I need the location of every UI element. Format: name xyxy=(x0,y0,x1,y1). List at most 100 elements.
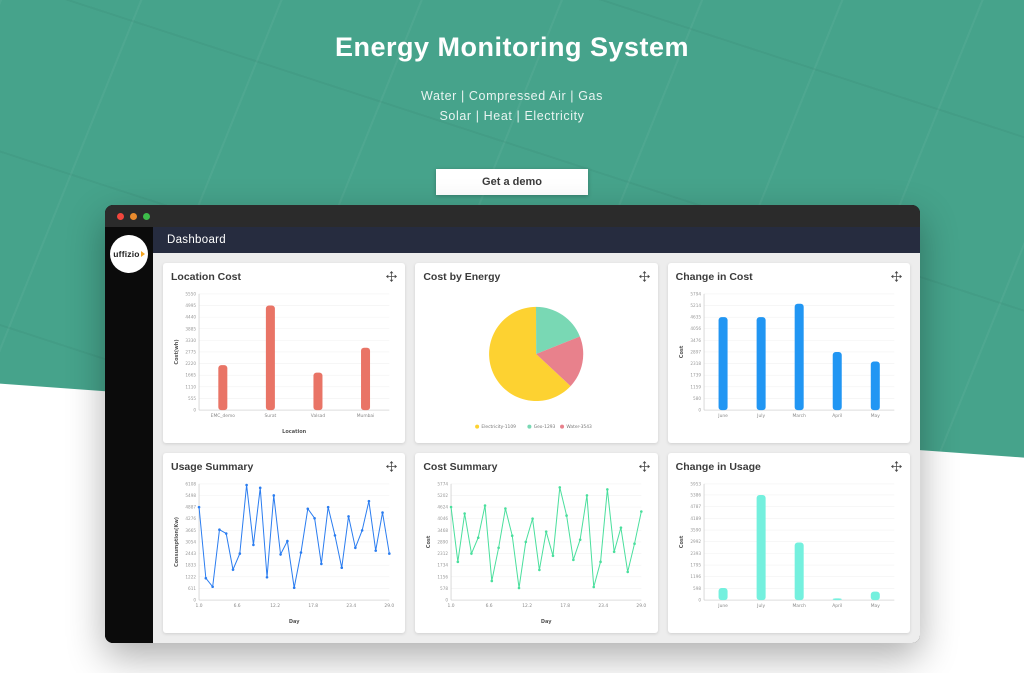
move-icon xyxy=(386,271,398,282)
svg-text:1833: 1833 xyxy=(185,563,196,568)
maximize-window-button[interactable] xyxy=(143,212,150,220)
drag-handle[interactable] xyxy=(638,271,650,282)
svg-text:1.0: 1.0 xyxy=(448,603,455,609)
svg-text:May: May xyxy=(870,603,879,609)
svg-text:4189: 4189 xyxy=(690,516,701,521)
hero-subtitle-line2: Solar | Heat | Electricity xyxy=(439,109,585,123)
svg-text:29.0: 29.0 xyxy=(637,603,647,609)
svg-text:555: 555 xyxy=(188,396,196,401)
svg-text:April: April xyxy=(832,413,842,419)
line-series xyxy=(450,487,643,589)
hero-subtitle-line1: Water | Compressed Air | Gas xyxy=(421,89,603,103)
svg-text:Water-3543: Water-3543 xyxy=(567,424,593,430)
svg-text:Cost: Cost xyxy=(426,535,432,548)
svg-text:17.8: 17.8 xyxy=(308,603,318,609)
chart-card: Cost by Energy Electricity-1109 Geo-1293 Wa… xyxy=(415,263,658,443)
chart-line: 0 578 1156 1734 2312 2890 3468 4046 4624 5202 5774… xyxy=(426,481,647,625)
svg-text:1.0: 1.0 xyxy=(196,603,203,609)
svg-text:5498: 5498 xyxy=(185,493,196,498)
move-icon xyxy=(638,271,650,282)
move-icon xyxy=(386,461,398,472)
bar xyxy=(361,347,371,411)
svg-text:2775: 2775 xyxy=(185,349,196,354)
svg-text:Mumbai: Mumbai xyxy=(357,413,375,419)
svg-text:5953: 5953 xyxy=(690,481,701,486)
svg-text:0: 0 xyxy=(446,598,449,603)
svg-text:3665: 3665 xyxy=(185,528,196,533)
drag-handle[interactable] xyxy=(386,461,398,472)
svg-text:EMC_demo: EMC_demo xyxy=(211,413,236,419)
svg-text:6.6: 6.6 xyxy=(486,603,493,609)
svg-text:Cost: Cost xyxy=(679,345,685,358)
svg-text:2443: 2443 xyxy=(185,551,196,556)
svg-text:4887: 4887 xyxy=(185,505,196,510)
drag-handle[interactable] xyxy=(638,461,650,472)
app-sidebar: uffizio xyxy=(105,227,153,643)
svg-text:2220: 2220 xyxy=(185,361,196,366)
drag-handle[interactable] xyxy=(890,271,902,282)
chart-card: Change in Cost 0 580 1159 1739 2318 2897 3476 40… xyxy=(667,263,910,443)
navbar-title: Dashboard xyxy=(167,234,226,246)
svg-text:1159: 1159 xyxy=(690,384,701,389)
svg-text:5794: 5794 xyxy=(690,291,701,296)
bar xyxy=(870,361,880,411)
svg-text:4440: 4440 xyxy=(185,315,196,320)
card-header: Change in Cost xyxy=(676,271,902,283)
card-header: Cost by Energy xyxy=(423,271,650,283)
chart-card: Location Cost 0 555 1110 1665 2220 2775 3330 388… xyxy=(163,263,406,443)
svg-text:4624: 4624 xyxy=(438,505,449,510)
svg-text:1665: 1665 xyxy=(185,373,196,378)
svg-text:3330: 3330 xyxy=(185,338,196,343)
svg-text:2890: 2890 xyxy=(438,539,449,544)
card-header: Usage Summary xyxy=(171,461,398,473)
get-demo-button[interactable]: Get a demo xyxy=(436,169,588,195)
drag-handle[interactable] xyxy=(386,271,398,282)
close-window-button[interactable] xyxy=(117,212,124,220)
svg-text:3054: 3054 xyxy=(185,539,196,544)
svg-text:0: 0 xyxy=(698,598,701,603)
card-title: Location Cost xyxy=(171,271,241,283)
page-title: Energy Monitoring System xyxy=(334,32,690,62)
svg-text:Location: Location xyxy=(282,429,306,435)
bar xyxy=(794,542,804,601)
card-header: Location Cost xyxy=(171,271,398,283)
pie-slice xyxy=(536,306,581,354)
svg-text:0: 0 xyxy=(193,598,196,603)
chart-bar: 0 598 1196 1795 2393 2992 3590 4189 4787 5386 5953… xyxy=(679,481,894,609)
svg-text:0: 0 xyxy=(698,408,701,413)
logo-text: uffizio xyxy=(113,249,140,259)
svg-text:578: 578 xyxy=(440,586,448,591)
svg-text:12.2: 12.2 xyxy=(523,603,533,609)
chart-pie: Electricity-1109 Geo-1293 Water-3543 xyxy=(475,306,593,430)
svg-text:6.6: 6.6 xyxy=(234,603,241,609)
svg-text:1196: 1196 xyxy=(690,574,701,579)
svg-text:2897: 2897 xyxy=(690,349,701,354)
svg-text:2318: 2318 xyxy=(690,361,701,366)
pie-slice xyxy=(489,306,571,402)
bar xyxy=(794,303,804,411)
line-series xyxy=(198,484,390,588)
card-header: Cost Summary xyxy=(423,461,650,473)
svg-text:Day: Day xyxy=(289,619,300,625)
svg-text:5214: 5214 xyxy=(690,303,701,308)
bar xyxy=(265,305,275,411)
bar xyxy=(832,351,842,411)
chart-card: Change in Usage 0 598 1196 1795 2393 2992 3590 4… xyxy=(667,453,910,633)
svg-text:12.2: 12.2 xyxy=(270,603,280,609)
svg-text:May: May xyxy=(870,413,879,419)
svg-text:5386: 5386 xyxy=(690,492,701,497)
svg-text:17.8: 17.8 xyxy=(561,603,571,609)
window-titlebar xyxy=(105,205,920,227)
minimize-window-button[interactable] xyxy=(130,212,137,220)
svg-text:580: 580 xyxy=(693,396,701,401)
svg-text:5774: 5774 xyxy=(438,481,449,486)
svg-text:2393: 2393 xyxy=(690,551,701,556)
drag-handle[interactable] xyxy=(890,461,902,472)
app-main: Dashboard Location Cost 0 555 1110 1665 2220 2… xyxy=(153,227,920,643)
svg-text:23.4: 23.4 xyxy=(599,603,609,609)
card-title: Usage Summary xyxy=(171,461,254,473)
svg-text:July: July xyxy=(756,603,765,609)
window-body: uffizio Dashboard Location Cost 0 555 1110 1… xyxy=(105,227,920,643)
svg-text:July: July xyxy=(756,413,765,419)
